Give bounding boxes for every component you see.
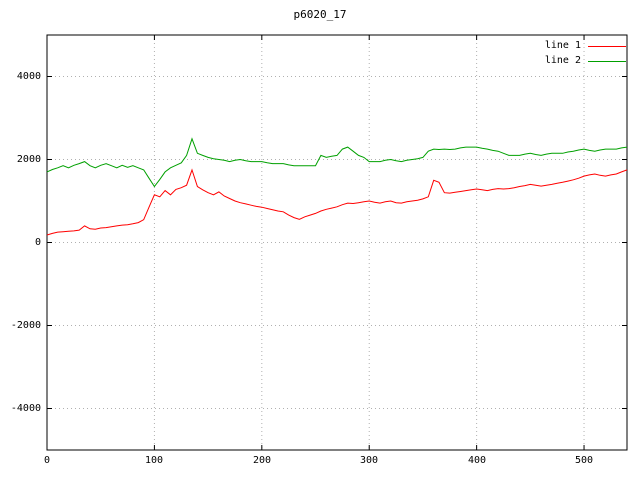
chart-title: p6020_17 [293, 8, 347, 21]
y-tick-label: 0 [34, 237, 41, 248]
y-tick-label: 2000 [16, 154, 41, 165]
series-line-1 [46, 168, 628, 236]
x-tick-label: 500 [574, 455, 594, 466]
y-tick-label: -2000 [10, 320, 41, 331]
legend-label: line 1 [544, 40, 581, 51]
legend: line 1 line 2 [545, 40, 626, 67]
x-tick-label: 100 [144, 455, 164, 466]
legend-sample-2 [588, 60, 626, 62]
legend-sample-1 [588, 45, 626, 47]
x-tick-label: 400 [467, 455, 487, 466]
legend-label: line 2 [544, 55, 581, 66]
series-line-2 [46, 137, 628, 188]
legend-item: line 1 [545, 40, 626, 52]
x-tick-label: 0 [43, 455, 51, 466]
y-tick-label: -4000 [10, 403, 41, 414]
legend-item: line 2 [545, 55, 626, 67]
y-tick-label: 4000 [16, 71, 41, 82]
x-tick-label: 200 [252, 455, 272, 466]
x-tick-label: 300 [359, 455, 379, 466]
